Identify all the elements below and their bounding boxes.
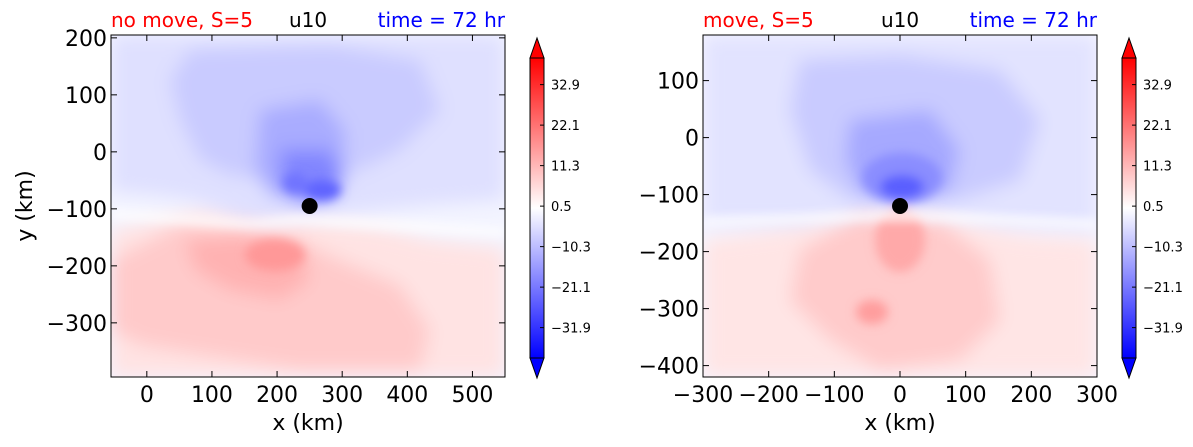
title-right-part: time = 72 hr — [378, 8, 506, 32]
title-center-part: u10 — [289, 8, 327, 32]
x-tick-label: 200 — [256, 383, 298, 408]
storm-center-marker-left — [301, 198, 318, 214]
colorbar-tick-label: 11.3 — [1143, 160, 1172, 175]
y-tick-label: 0 — [93, 141, 107, 166]
colorbar-extend-max — [529, 36, 545, 59]
colorbar-tick-label: −31.9 — [551, 322, 591, 337]
panel-no-move: 0 100 200 300 400 500 200 100 0 −100 −200 −300 no m… — [13, 8, 591, 436]
x-axis-label: x (km) — [272, 411, 343, 436]
x-tick-label: 200 — [1010, 383, 1052, 408]
colorbar-tick-label: 11.3 — [551, 160, 580, 175]
x-tick-label: −200 — [738, 383, 798, 408]
heatmap-field-right — [703, 35, 1097, 377]
colorbar-extend-min — [529, 357, 545, 380]
x-tick-label: 300 — [1076, 383, 1118, 408]
y-tick-label: 100 — [65, 84, 107, 109]
colorbar-right: 32.9 22.1 11.3 0.5 −10.3 −21.1 −31.9 — [1121, 36, 1183, 380]
axes-frame-left — [110, 34, 506, 378]
y-tick-label: −200 — [47, 255, 107, 280]
x-tick-label: 100 — [945, 383, 987, 408]
colorbar-extend-min — [1121, 357, 1137, 380]
y-tick-label: −300 — [639, 298, 699, 323]
y-tick-label: −400 — [639, 355, 699, 380]
y-tick-label: 100 — [657, 70, 699, 95]
y-tick-label: 200 — [65, 27, 107, 52]
x-tick-label: 100 — [191, 383, 233, 408]
y-tick-label: 0 — [685, 127, 699, 152]
title-center-part: u10 — [881, 8, 919, 32]
x-axis-label: x (km) — [864, 411, 935, 436]
y-axis-label: y (km) — [13, 170, 38, 241]
heatmap-field-left — [111, 35, 505, 377]
colorbar-tick-label: 0.5 — [1143, 200, 1164, 215]
y-tick-label: −100 — [47, 198, 107, 223]
y-tick-label: −200 — [639, 241, 699, 266]
colorbar-extend-max — [1121, 36, 1137, 59]
colorbar-tick-label: −21.1 — [551, 281, 591, 296]
y-tick-label: −300 — [47, 312, 107, 337]
storm-center-marker-right — [892, 198, 908, 214]
colorbar-tick-label: 32.9 — [551, 79, 580, 94]
colorbar-tick-label: 22.1 — [551, 119, 580, 134]
colorbar-tick-label: −21.1 — [1143, 281, 1183, 296]
colorbar-bar — [529, 57, 545, 359]
colorbar-tick-label: 0.5 — [551, 200, 572, 215]
colorbar-tick-label: −31.9 — [1143, 322, 1183, 337]
title-left-part: no move, S=5 — [111, 8, 253, 32]
x-tick-label: 400 — [386, 383, 428, 408]
title-left-part: move, S=5 — [703, 8, 814, 32]
colorbar-tick-label: −10.3 — [1143, 241, 1183, 256]
ticks-left: 0 100 200 300 400 500 200 100 0 −100 −200 −300 — [47, 27, 505, 408]
title-right-part: time = 72 hr — [970, 8, 1098, 32]
x-tick-label: 0 — [140, 383, 154, 408]
ticks-right: −300 −200 −100 0 100 200 3001000−100−200−300−4… — [639, 35, 1118, 408]
colorbar-tick-label: 32.9 — [1143, 79, 1172, 94]
x-tick-label: −300 — [673, 383, 733, 408]
colorbar-left: 32.9 22.1 11.3 0.5 −10.3 −21.1 −31.9 — [529, 36, 591, 380]
y-tick-label: −100 — [639, 184, 699, 209]
colorbar-tick-label: −10.3 — [551, 241, 591, 256]
colorbar-bar — [1121, 57, 1137, 359]
panel-move: −300 −200 −100 0 100 200 3001000−100−200−300−4… — [639, 8, 1183, 436]
colorbar-tick-label: 22.1 — [1143, 119, 1172, 134]
x-tick-label: 500 — [451, 383, 493, 408]
x-tick-label: 0 — [893, 383, 907, 408]
x-tick-label: 300 — [321, 383, 363, 408]
x-tick-label: −100 — [804, 383, 864, 408]
